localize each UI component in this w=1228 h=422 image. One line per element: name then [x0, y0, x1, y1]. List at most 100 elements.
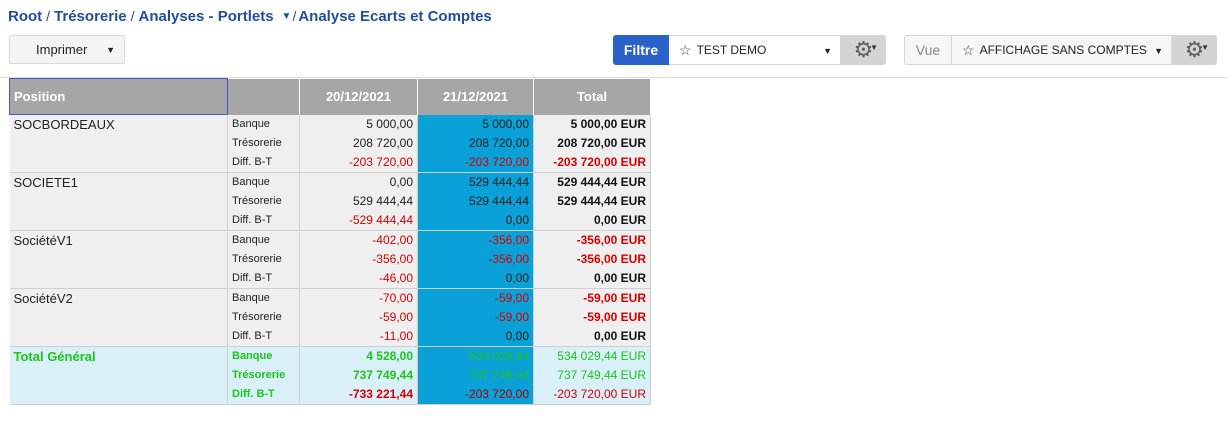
- value-cell-date-2[interactable]: -59,00: [417, 307, 534, 327]
- value-cell-total[interactable]: -59,00 EUR: [533, 288, 651, 308]
- breadcrumb: Root / Trésorerie / Analyses - Portlets …: [8, 6, 492, 26]
- total-row: Trésorerie 737 749,44 737 749,44 737 749,44…: [10, 365, 651, 385]
- column-header-date-1[interactable]: 20/12/2021: [299, 78, 418, 115]
- table-row: Trésorerie -356,00 -356,00 -356,00 EUR: [10, 249, 651, 269]
- value-cell-date-2[interactable]: 5 000,00: [417, 114, 534, 134]
- total-label[interactable]: Total Général: [9, 346, 228, 405]
- row-type-label: Diff. B-T: [227, 326, 300, 347]
- column-header-position[interactable]: Position: [9, 78, 228, 115]
- value-cell-date-2[interactable]: 0,00: [417, 268, 534, 289]
- value-cell-date-1[interactable]: -11,00: [299, 326, 418, 347]
- value-cell-date-1[interactable]: 4 528,00: [299, 346, 418, 366]
- value-cell-total[interactable]: -203 720,00 EUR: [533, 384, 651, 405]
- value-cell-total[interactable]: 529 444,44 EUR: [533, 172, 651, 192]
- position-name[interactable]: SociétéV1: [9, 230, 228, 289]
- value-cell-date-1[interactable]: -529 444,44: [299, 210, 418, 231]
- value-cell-date-1[interactable]: -402,00: [299, 230, 418, 250]
- value-cell-total[interactable]: 0,00 EUR: [533, 326, 651, 347]
- total-row: Total Général Banque 4 528,00 534 029,44 534…: [9, 346, 651, 405]
- value-cell-date-1[interactable]: 5 000,00: [299, 114, 418, 134]
- value-cell-date-2[interactable]: 0,00: [417, 326, 534, 347]
- value-cell-date-2[interactable]: 0,00: [417, 210, 534, 231]
- chevron-down-icon: ▼: [1154, 46, 1163, 56]
- position-name[interactable]: SOCBORDEAUX: [9, 114, 228, 173]
- value-cell-date-1[interactable]: -46,00: [299, 268, 418, 289]
- filter-settings-button[interactable]: ⚙ ▼: [841, 35, 886, 65]
- print-button[interactable]: Imprimer ▼: [9, 35, 125, 64]
- chevron-down-icon[interactable]: ▼: [281, 10, 292, 22]
- table-row: Trésorerie 529 444,44 529 444,44 529 444,44…: [10, 191, 651, 211]
- value-cell-total[interactable]: 534 029,44 EUR: [533, 346, 651, 366]
- position-name[interactable]: SOCIETE1: [9, 172, 228, 231]
- value-cell-total[interactable]: -356,00 EUR: [533, 230, 651, 250]
- value-cell-date-2[interactable]: -203 720,00: [417, 384, 534, 405]
- row-type-label: Banque: [227, 346, 300, 366]
- value-cell-date-2[interactable]: 529 444,44: [417, 191, 534, 211]
- value-cell-date-1[interactable]: 737 749,44: [299, 365, 418, 385]
- row-type-label: Trésorerie: [227, 191, 300, 211]
- breadcrumb-root[interactable]: Root: [8, 7, 43, 25]
- value-cell-total[interactable]: -203 720,00 EUR: [533, 152, 651, 173]
- table-row: Diff. B-T -529 444,44 0,00 0,00 EUR: [10, 210, 651, 231]
- value-cell-date-1[interactable]: -70,00: [299, 288, 418, 308]
- table-row: SociétéV1 Banque -402,00 -356,00 -356,00 EUR: [9, 230, 651, 289]
- view-select[interactable]: ☆ AFFICHAGE SANS COMPTES ▼: [952, 35, 1172, 65]
- row-type-label: Trésorerie: [227, 365, 300, 385]
- position-name[interactable]: SociétéV2: [9, 288, 228, 347]
- table-row: SOCIETE1 Banque 0,00 529 444,44 529 444,44 E…: [9, 172, 651, 231]
- value-cell-total[interactable]: 737 749,44 EUR: [533, 365, 651, 385]
- chevron-down-icon: ▼: [1201, 43, 1209, 52]
- value-cell-date-1[interactable]: -733 221,44: [299, 384, 418, 405]
- value-cell-date-2[interactable]: -203 720,00: [417, 152, 534, 173]
- value-cell-total[interactable]: 208 720,00 EUR: [533, 133, 651, 153]
- breadcrumb-analyses-portlets[interactable]: Analyses - Portlets: [138, 7, 274, 25]
- column-header-date-2[interactable]: 21/12/2021: [417, 78, 534, 115]
- breadcrumb-tresorerie[interactable]: Trésorerie: [54, 7, 127, 25]
- value-cell-total[interactable]: 0,00 EUR: [533, 268, 651, 289]
- value-cell-date-2[interactable]: 529 444,44: [417, 172, 534, 192]
- table-row: Diff. B-T -11,00 0,00 0,00 EUR: [10, 326, 651, 347]
- value-cell-date-2[interactable]: -356,00: [417, 249, 534, 269]
- value-cell-total[interactable]: 5 000,00 EUR: [533, 114, 651, 134]
- chevron-down-icon: ▼: [106, 45, 115, 55]
- row-type-label: Diff. B-T: [227, 210, 300, 231]
- filter-select-value: TEST DEMO: [696, 43, 767, 57]
- star-icon[interactable]: ☆: [679, 41, 692, 58]
- row-type-label: Banque: [227, 114, 300, 134]
- breadcrumb-separator: /: [130, 8, 135, 24]
- filter-button[interactable]: Filtre: [613, 35, 669, 65]
- breadcrumb-separator: /: [292, 8, 297, 24]
- chevron-down-icon: ▼: [870, 43, 878, 52]
- table-row: Diff. B-T -46,00 0,00 0,00 EUR: [10, 268, 651, 289]
- value-cell-date-1[interactable]: -356,00: [299, 249, 418, 269]
- value-cell-total[interactable]: 0,00 EUR: [533, 210, 651, 231]
- value-cell-date-2[interactable]: -59,00: [417, 288, 534, 308]
- value-cell-date-1[interactable]: 529 444,44: [299, 191, 418, 211]
- value-cell-date-1[interactable]: -203 720,00: [299, 152, 418, 173]
- table-row: SociétéV2 Banque -70,00 -59,00 -59,00 EUR: [9, 288, 651, 347]
- value-cell-date-2[interactable]: -356,00: [417, 230, 534, 250]
- filter-group: Filtre ☆ TEST DEMO ▼ ⚙ ▼: [613, 35, 886, 65]
- value-cell-date-2[interactable]: 208 720,00: [417, 133, 534, 153]
- value-cell-total[interactable]: -59,00 EUR: [533, 307, 651, 327]
- view-settings-button[interactable]: ⚙ ▼: [1172, 35, 1217, 65]
- value-cell-date-1[interactable]: 0,00: [299, 172, 418, 192]
- value-cell-total[interactable]: -356,00 EUR: [533, 249, 651, 269]
- row-type-label: Trésorerie: [227, 307, 300, 327]
- column-header-total[interactable]: Total: [533, 78, 651, 115]
- value-cell-date-1[interactable]: 208 720,00: [299, 133, 418, 153]
- table-header-row: Position 20/12/2021 21/12/2021 Total: [9, 78, 651, 115]
- value-cell-date-2[interactable]: 737 749,44: [417, 365, 534, 385]
- table-row: SOCBORDEAUX Banque 5 000,00 5 000,00 5 000,0…: [9, 114, 651, 173]
- breadcrumb-current: Analyse Ecarts et Comptes: [298, 7, 492, 25]
- filter-select[interactable]: ☆ TEST DEMO ▼: [669, 35, 841, 65]
- divider: [0, 77, 1228, 78]
- print-button-label: Imprimer: [36, 42, 88, 57]
- value-cell-total[interactable]: 529 444,44 EUR: [533, 191, 651, 211]
- value-cell-date-2[interactable]: 534 029,44: [417, 346, 534, 366]
- star-icon[interactable]: ☆: [962, 41, 975, 58]
- gear-icon: ⚙: [853, 37, 874, 62]
- value-cell-date-1[interactable]: -59,00: [299, 307, 418, 327]
- view-group: Vue ☆ AFFICHAGE SANS COMPTES ▼ ⚙ ▼: [904, 35, 1217, 65]
- view-label: Vue: [904, 35, 952, 65]
